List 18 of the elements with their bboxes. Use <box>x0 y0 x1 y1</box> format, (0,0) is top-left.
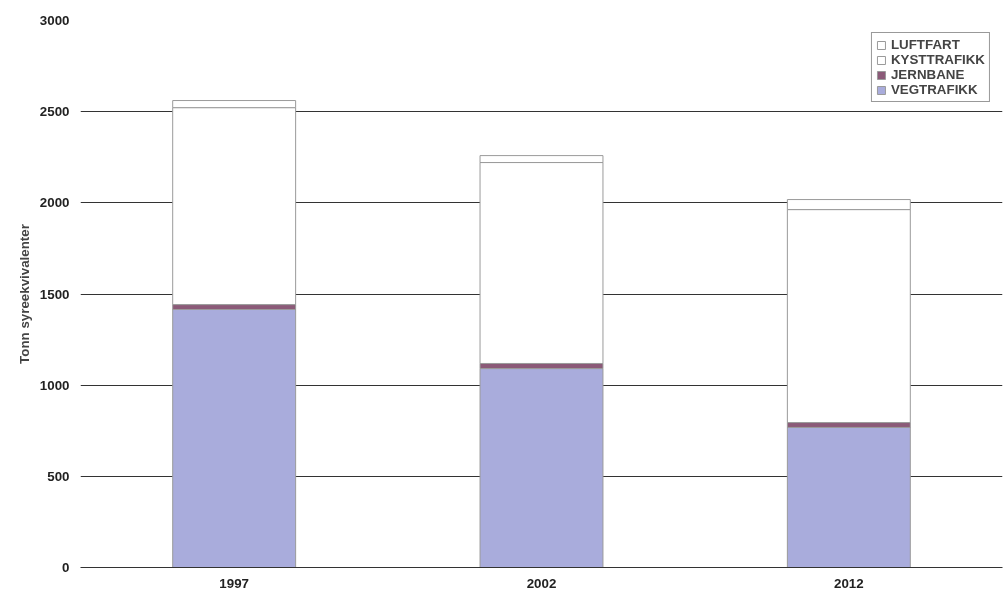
bar <box>172 309 297 568</box>
y-tick-label: 1500 <box>39 286 70 302</box>
y-tick-label: 2000 <box>39 195 70 211</box>
y-tick-label: 500 <box>47 468 70 484</box>
y-tick-label: 3000 <box>39 13 70 28</box>
x-tick-label: 2012 <box>834 575 864 591</box>
y-tick-label: 0 <box>62 560 70 575</box>
x-tick-label: 2002 <box>526 575 557 591</box>
y-tick-label: 2500 <box>39 104 70 120</box>
x-tick-label: 1997 <box>219 575 249 591</box>
legend-label: VEGTRAFIKK <box>890 82 978 97</box>
bar <box>786 426 911 568</box>
legend-label: LUFTFART <box>890 37 960 52</box>
legend-label: KYSTTRAFIKK <box>890 52 985 67</box>
y-tick-label: 1000 <box>39 377 70 393</box>
bar <box>479 368 604 568</box>
legend-label: JERNBANE <box>890 67 965 82</box>
y-axis-title: Tonn syreekvivalenter <box>16 224 32 364</box>
